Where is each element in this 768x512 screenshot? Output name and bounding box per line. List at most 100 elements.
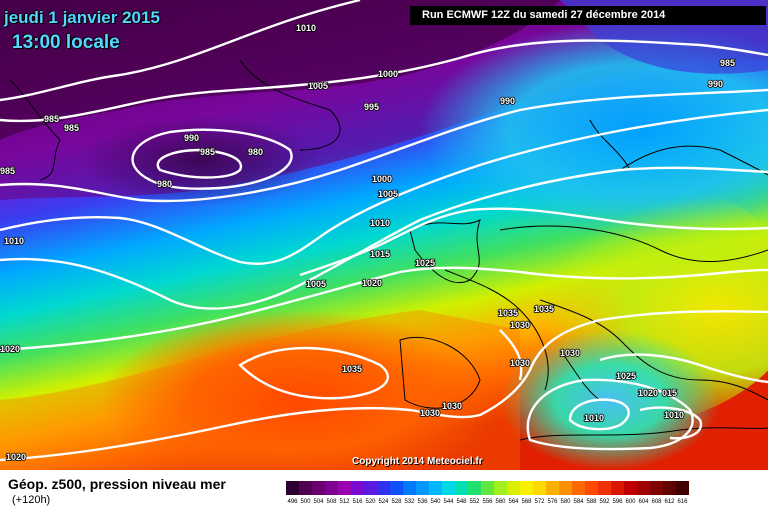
pressure-label: 1030 (510, 358, 530, 368)
color-scale-labels: 496 500 504 508 512 516 520 524 528 532 536 540 544 5… (286, 499, 689, 505)
scale-swatch (637, 481, 650, 495)
scale-label: 520 (365, 499, 376, 505)
pressure-label: 015 (662, 388, 677, 398)
scale-label: 596 (612, 499, 623, 505)
scale-label: 568 (521, 499, 532, 505)
pressure-label: 1005 (378, 189, 398, 199)
scale-label: 580 (560, 499, 571, 505)
scale-swatch (455, 481, 468, 495)
deep-trough-region (0, 0, 560, 140)
pressure-label: 1010 (296, 23, 316, 33)
copyright: Copyright 2014 Meteociel.fr (352, 456, 483, 467)
scale-swatch (559, 481, 572, 495)
pressure-label: 1015 (370, 249, 390, 259)
scale-label: 504 (313, 499, 324, 505)
pressure-label: 1020 (0, 344, 20, 354)
scale-label: 592 (599, 499, 610, 505)
scale-label: 552 (469, 499, 480, 505)
scale-swatch (364, 481, 377, 495)
color-scale (286, 481, 689, 495)
scale-label: 612 (664, 499, 675, 505)
pressure-label: 985 (200, 147, 215, 157)
scale-swatch (351, 481, 364, 495)
scale-label: 496 (287, 499, 298, 505)
pressure-label: 1020 (638, 388, 658, 398)
scale-label: 588 (586, 499, 597, 505)
scale-label: 604 (638, 499, 649, 505)
scale-swatch (650, 481, 663, 495)
pressure-label: 1025 (616, 371, 636, 381)
scale-swatch (442, 481, 455, 495)
scale-label: 516 (352, 499, 363, 505)
legend-subtitle: (+120h) (12, 494, 51, 506)
pressure-label: 985 (0, 166, 15, 176)
pressure-label: 985 (44, 114, 59, 124)
scale-label: 572 (534, 499, 545, 505)
scale-label: 508 (326, 499, 337, 505)
scale-label: 528 (391, 499, 402, 505)
scale-swatch (416, 481, 429, 495)
pressure-label: 990 (708, 79, 723, 89)
pressure-label: 990 (184, 133, 199, 143)
atlantic-high (100, 310, 500, 470)
scale-swatch (598, 481, 611, 495)
scale-label: 540 (430, 499, 441, 505)
scale-label: 600 (625, 499, 636, 505)
scale-label: 576 (547, 499, 558, 505)
pressure-labels: 1010 1000 1005 995 990 985 985 985 990 9… (0, 22, 736, 463)
pressure-label: 1035 (498, 308, 518, 318)
scale-label: 544 (443, 499, 454, 505)
scale-label: 556 (482, 499, 493, 505)
pressure-label: 1000 (372, 174, 392, 184)
scale-label: 560 (495, 499, 506, 505)
pressure-label: 995 (364, 102, 379, 112)
pressure-label: 1025 (415, 258, 435, 268)
scale-label: 564 (508, 499, 519, 505)
pressure-label: 1020 (6, 452, 26, 462)
pressure-label: 1035 (342, 364, 362, 374)
scale-swatch (468, 481, 481, 495)
scale-swatch (377, 481, 390, 495)
scale-label: 608 (651, 499, 662, 505)
scale-label: 584 (573, 499, 584, 505)
scale-swatch (533, 481, 546, 495)
scale-label: 536 (417, 499, 428, 505)
scale-swatch (312, 481, 325, 495)
pressure-label: 980 (157, 179, 172, 189)
orange-band (0, 310, 520, 470)
scale-swatch (611, 481, 624, 495)
pressure-label: 980 (248, 147, 263, 157)
pressure-label: 1030 (420, 408, 440, 418)
isobars (0, 0, 768, 460)
pressure-label: 1020 (362, 278, 382, 288)
pressure-label: 985 (720, 58, 735, 68)
scale-swatch (429, 481, 442, 495)
scale-label: 548 (456, 499, 467, 505)
forecast-time: 13:00 locale (12, 32, 120, 53)
scale-swatch (546, 481, 559, 495)
pressure-label: 1035 (534, 304, 554, 314)
scale-swatch (507, 481, 520, 495)
pressure-label: 1010 (664, 410, 684, 420)
scale-label: 500 (300, 499, 311, 505)
scale-swatch (390, 481, 403, 495)
pressure-label: 1030 (560, 348, 580, 358)
scale-swatch (676, 481, 689, 495)
pressure-label: 1010 (584, 413, 604, 423)
pressure-label: 1010 (4, 236, 24, 246)
scale-label: 524 (378, 499, 389, 505)
pressure-label: 1030 (442, 401, 462, 411)
forecast-map: 1010 1000 1005 995 990 985 985 985 990 9… (0, 0, 768, 470)
scale-swatch (481, 481, 494, 495)
scale-label: 616 (677, 499, 688, 505)
scale-swatch (572, 481, 585, 495)
scale-swatch (338, 481, 351, 495)
scale-swatch (624, 481, 637, 495)
forecast-date: jeudi 1 janvier 2015 (4, 8, 160, 27)
scale-swatch (299, 481, 312, 495)
pressure-label: 1005 (306, 279, 326, 289)
pressure-label: 1005 (308, 81, 328, 91)
pressure-label: 990 (500, 96, 515, 106)
pressure-label: 1010 (370, 218, 390, 228)
pressure-label: 1030 (510, 320, 530, 330)
